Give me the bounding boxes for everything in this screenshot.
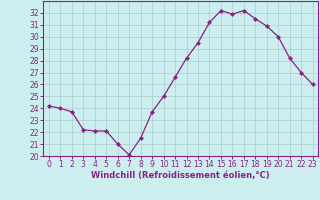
X-axis label: Windchill (Refroidissement éolien,°C): Windchill (Refroidissement éolien,°C) [92,171,270,180]
